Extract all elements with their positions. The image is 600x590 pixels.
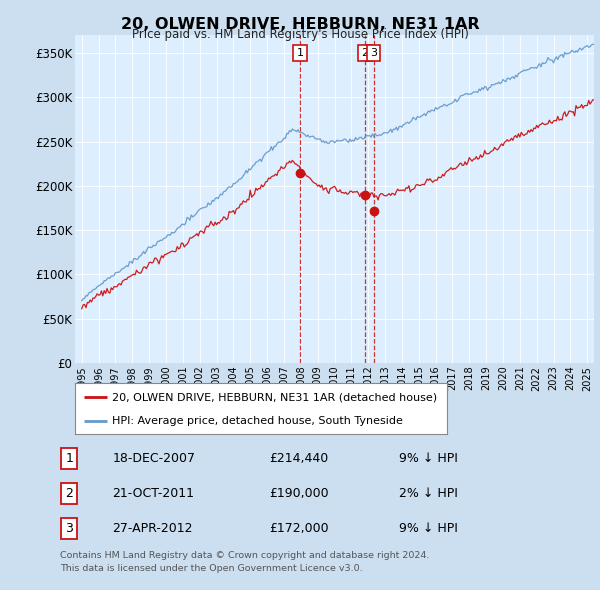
Text: 9% ↓ HPI: 9% ↓ HPI [400,452,458,465]
Text: 21-OCT-2011: 21-OCT-2011 [112,487,194,500]
Text: HPI: Average price, detached house, South Tyneside: HPI: Average price, detached house, Sout… [112,416,403,426]
Text: 3: 3 [65,522,73,535]
Text: £214,440: £214,440 [269,452,328,465]
Text: This data is licensed under the Open Government Licence v3.0.: This data is licensed under the Open Gov… [60,563,362,572]
Text: Price paid vs. HM Land Registry's House Price Index (HPI): Price paid vs. HM Land Registry's House … [131,28,469,41]
Text: 3: 3 [370,48,377,58]
Text: 2: 2 [361,48,368,58]
Text: 2: 2 [65,487,73,500]
Text: 2% ↓ HPI: 2% ↓ HPI [400,487,458,500]
Text: Contains HM Land Registry data © Crown copyright and database right 2024.: Contains HM Land Registry data © Crown c… [60,550,430,559]
Text: 1: 1 [65,452,73,465]
Text: 1: 1 [296,48,304,58]
Text: 9% ↓ HPI: 9% ↓ HPI [400,522,458,535]
Text: 20, OLWEN DRIVE, HEBBURN, NE31 1AR: 20, OLWEN DRIVE, HEBBURN, NE31 1AR [121,17,479,31]
Text: 20, OLWEN DRIVE, HEBBURN, NE31 1AR (detached house): 20, OLWEN DRIVE, HEBBURN, NE31 1AR (deta… [112,392,437,402]
Text: 27-APR-2012: 27-APR-2012 [112,522,193,535]
Text: £172,000: £172,000 [269,522,328,535]
Text: 18-DEC-2007: 18-DEC-2007 [112,452,195,465]
Text: £190,000: £190,000 [269,487,328,500]
